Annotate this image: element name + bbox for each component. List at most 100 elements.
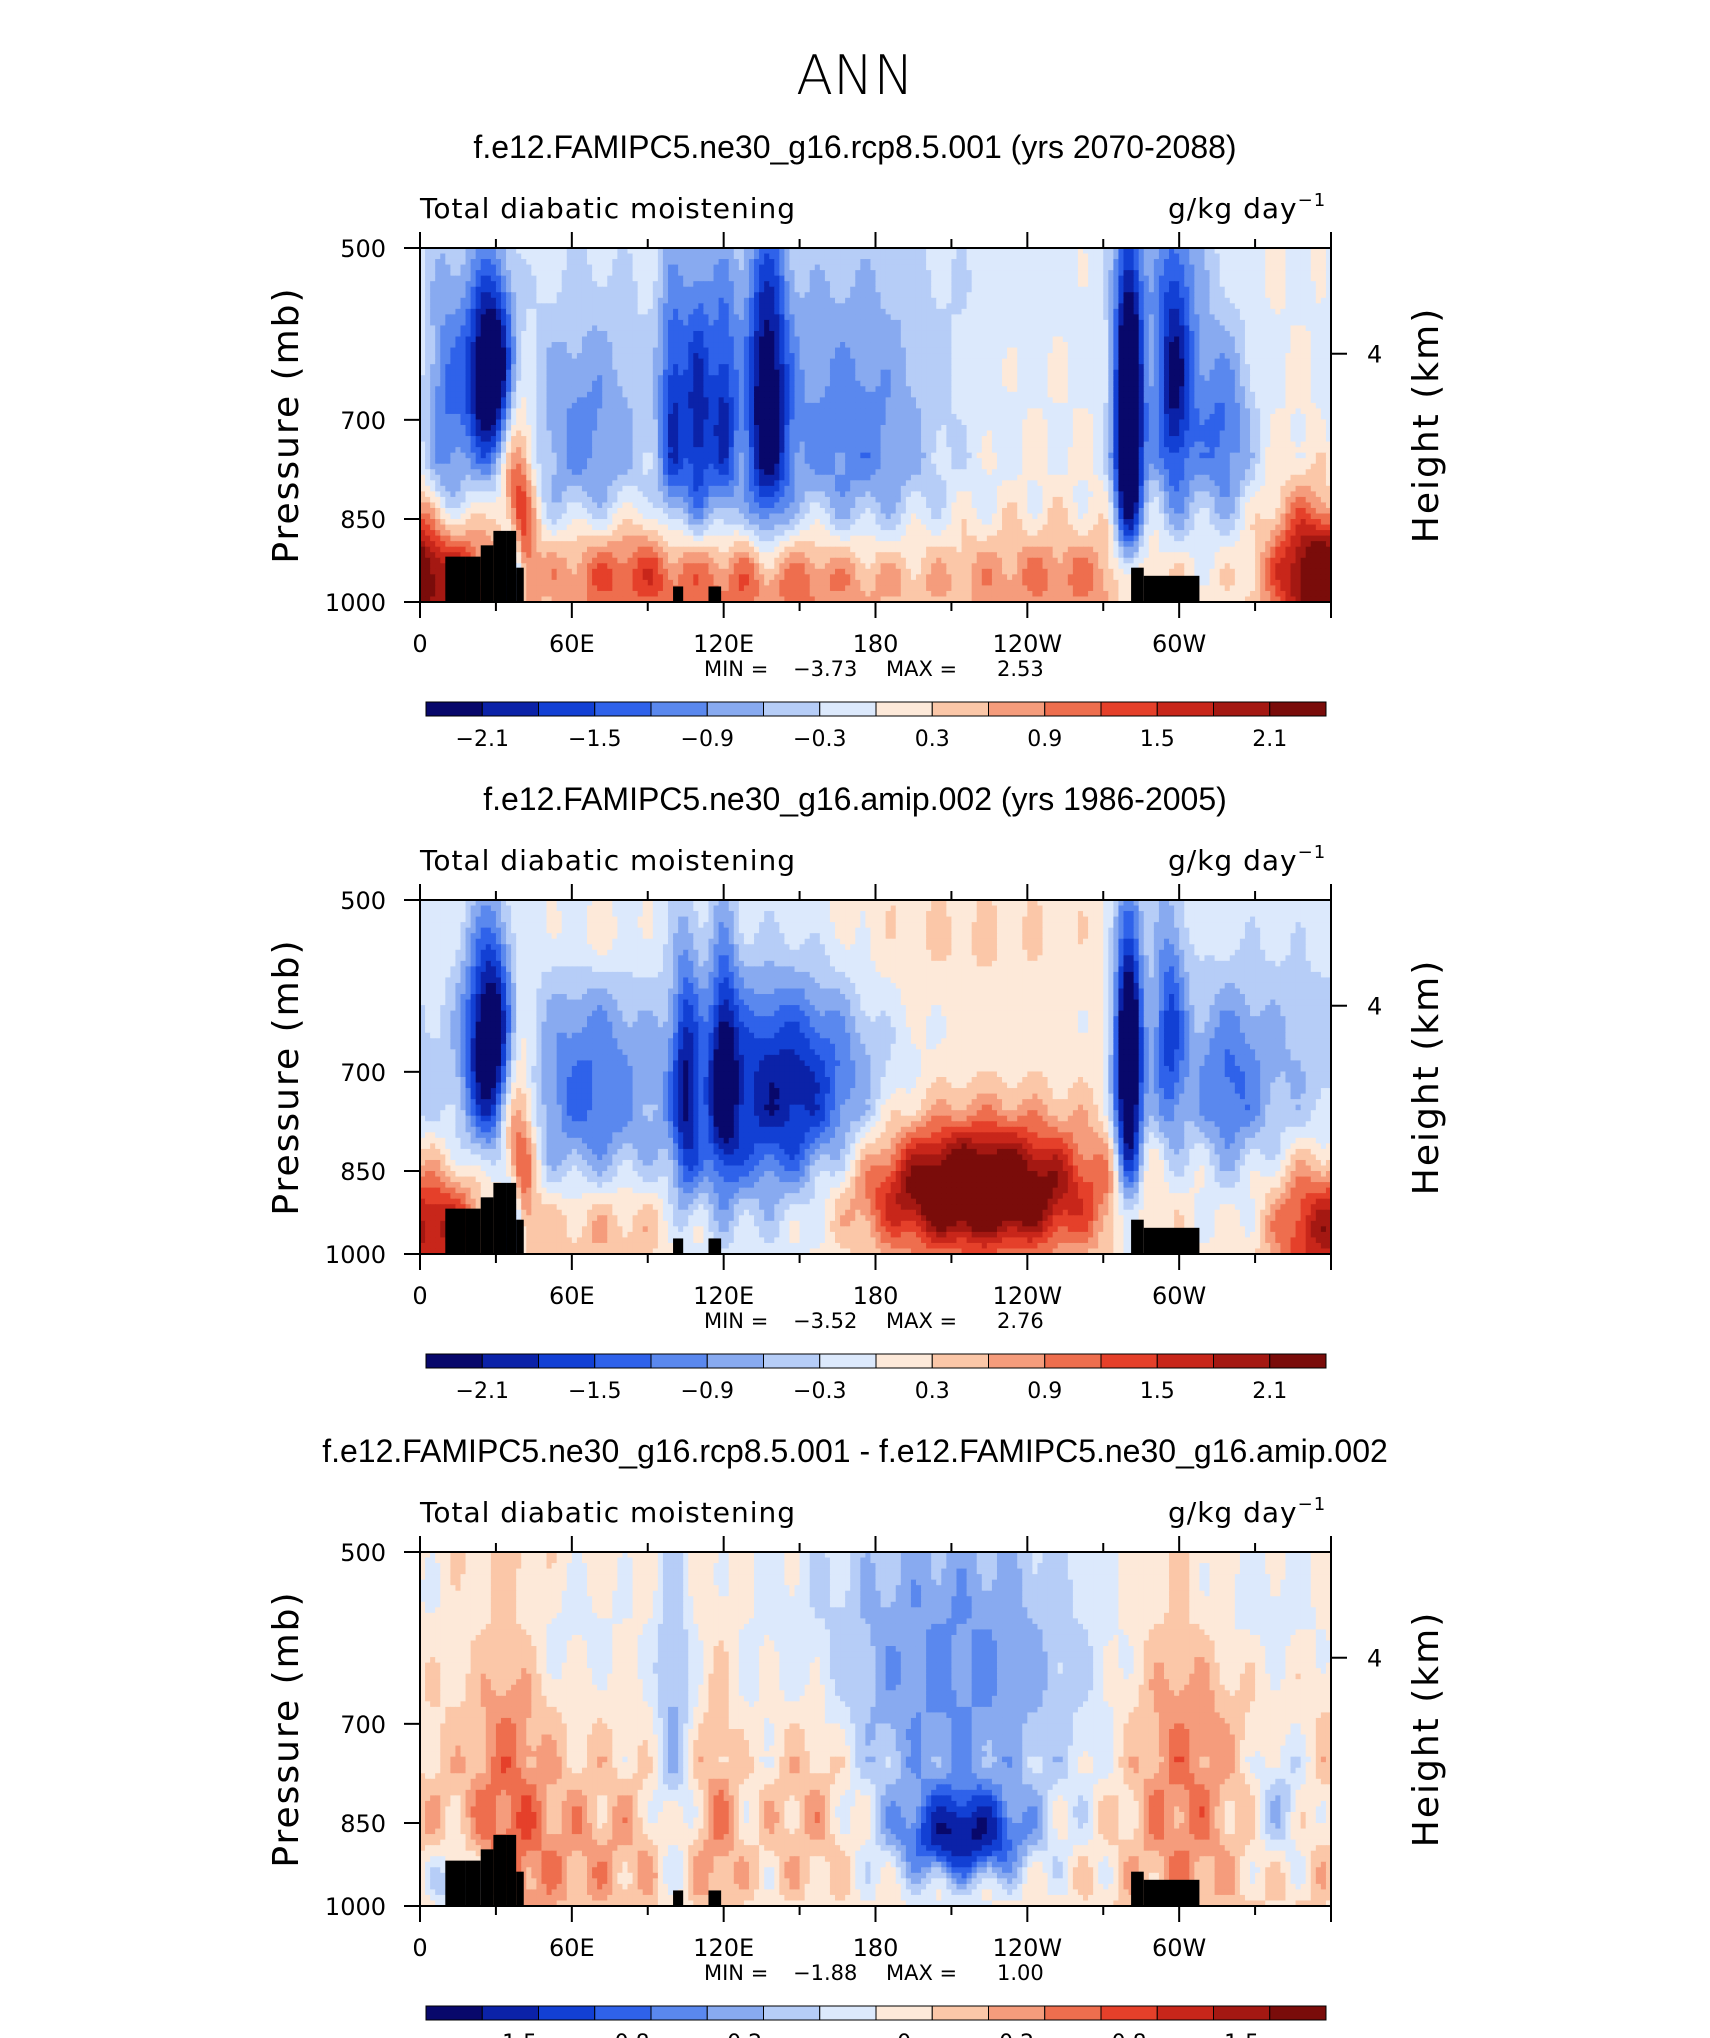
field-cell <box>708 375 715 382</box>
field-cell <box>1057 347 1064 354</box>
field-cell <box>774 253 780 260</box>
field-cell <box>769 353 775 360</box>
field-cell <box>865 330 872 338</box>
field-cell <box>1270 275 1276 282</box>
field-cell <box>829 336 836 343</box>
field-cell <box>880 286 887 293</box>
field-cell <box>546 375 553 382</box>
field-cell <box>1199 336 1206 343</box>
field-cell <box>951 297 958 304</box>
field-cell <box>1047 380 1054 387</box>
field-cell <box>946 342 953 349</box>
field-cell <box>440 386 446 393</box>
field-cell <box>850 386 856 393</box>
field-cell <box>495 342 502 349</box>
field-cell <box>936 286 942 293</box>
field-cell <box>607 270 613 277</box>
field-cell <box>1017 325 1023 332</box>
field-cell <box>420 347 426 354</box>
field-cell <box>425 353 431 360</box>
field-cell <box>1250 281 1256 288</box>
field-cell <box>890 248 897 255</box>
field-cell <box>652 248 659 255</box>
field-cell <box>597 270 603 277</box>
field-cell <box>829 286 836 293</box>
field-cell <box>556 347 563 354</box>
field-cell <box>738 286 745 293</box>
field-cell <box>465 248 472 255</box>
field-cell <box>597 259 603 266</box>
field-cell <box>1174 270 1180 277</box>
field-cell <box>1113 259 1120 266</box>
field-cell <box>1250 380 1256 387</box>
field-cell <box>1098 380 1104 387</box>
field-cell <box>683 319 689 327</box>
field-cell <box>1320 297 1327 304</box>
field-cell <box>926 303 932 310</box>
field-cell <box>1189 308 1195 315</box>
field-cell <box>1275 369 1281 376</box>
field-cell <box>602 314 608 321</box>
field-cell <box>784 325 791 332</box>
field-cell <box>662 308 669 315</box>
field-cell <box>1113 325 1120 332</box>
field-cell <box>1214 336 1221 343</box>
field-cell <box>976 364 983 371</box>
field-cell <box>566 303 573 310</box>
field-cell <box>890 364 897 371</box>
field-cell <box>784 275 791 282</box>
field-cell <box>581 325 588 332</box>
field-cell <box>1234 375 1241 382</box>
field-cell <box>1174 325 1180 332</box>
field-cell <box>662 380 669 387</box>
field-cell <box>465 319 472 327</box>
field-cell <box>1300 286 1307 293</box>
field-cell <box>1320 286 1327 293</box>
field-cell <box>840 347 846 354</box>
field-cell <box>824 391 831 398</box>
field-cell <box>936 275 942 282</box>
field-cell <box>1007 253 1013 260</box>
field-cell <box>597 275 603 282</box>
field-cell <box>632 264 639 271</box>
field-cell <box>667 319 674 327</box>
field-cell <box>981 297 988 304</box>
field-cell <box>1022 308 1028 315</box>
field-cell <box>1143 270 1150 277</box>
field-cell <box>445 358 451 365</box>
field-cell <box>769 369 775 376</box>
field-cell <box>430 264 436 271</box>
field-cell <box>1148 325 1155 332</box>
field-cell <box>450 264 457 271</box>
field-cell <box>1138 386 1145 393</box>
field-cell <box>1062 297 1069 304</box>
field-cell <box>592 292 598 299</box>
field-cell <box>470 397 477 404</box>
field-cell <box>1022 314 1028 321</box>
field-cell <box>738 281 745 288</box>
field-cell <box>961 342 968 349</box>
field-cell <box>713 281 720 288</box>
field-cell <box>754 380 760 387</box>
field-cell <box>1027 325 1033 332</box>
field-cell <box>521 386 527 393</box>
field-cell <box>1037 391 1044 398</box>
field-cell <box>1174 358 1180 365</box>
field-cell <box>1088 253 1094 260</box>
field-cell <box>516 347 522 354</box>
field-cell <box>966 342 973 349</box>
field-cell <box>1103 358 1109 365</box>
field-cell <box>769 336 775 343</box>
field-cell <box>490 248 497 255</box>
field-cell <box>764 319 770 327</box>
field-cell <box>1022 336 1028 343</box>
field-cell <box>951 342 958 349</box>
field-cell <box>632 275 639 282</box>
field-cell <box>455 264 462 271</box>
field-cell <box>430 375 436 382</box>
field-cell <box>420 319 426 327</box>
field-cell <box>936 297 942 304</box>
field-cell <box>617 336 624 343</box>
field-cell <box>526 319 532 327</box>
field-cell <box>627 325 634 332</box>
